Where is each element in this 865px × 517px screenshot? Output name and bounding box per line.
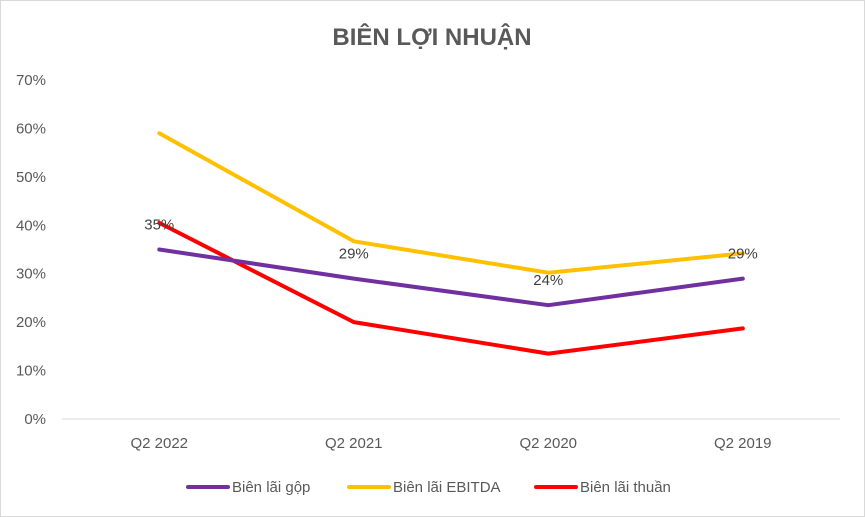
x-tick-label: Q2 2021 xyxy=(325,435,383,452)
legend-label: Biên lãi gộp xyxy=(232,479,310,496)
data-labels: 35% 29% 24% 29% xyxy=(144,217,758,290)
x-tick-label: Q2 2019 xyxy=(714,435,772,452)
legend-label: Biên lãi thuần xyxy=(580,479,671,496)
series-line-2 xyxy=(157,220,745,356)
legend: Biên lãi gộp Biên lãi EBITDA Biên lãi thuầ… xyxy=(186,479,671,496)
series-group xyxy=(157,131,745,356)
data-label: 24% xyxy=(533,272,563,289)
series-line-0 xyxy=(157,247,745,308)
legend-label: Biên lãi EBITDA xyxy=(393,479,501,496)
series-line-1 xyxy=(157,131,745,275)
data-label: 29% xyxy=(339,246,369,263)
x-tick-label: Q2 2022 xyxy=(130,435,188,452)
y-tick-label: 30% xyxy=(16,266,46,283)
y-tick-label: 20% xyxy=(16,314,46,331)
y-axis: 0% 10% 20% 30% 40% 50% 60% 70% xyxy=(16,72,46,428)
chart-title: BIÊN LỢI NHUẬN xyxy=(332,23,531,51)
y-tick-label: 60% xyxy=(16,120,46,137)
data-label: 29% xyxy=(728,246,758,263)
y-tick-label: 0% xyxy=(24,411,46,428)
y-tick-label: 40% xyxy=(16,217,46,234)
x-axis: Q2 2022 Q2 2021 Q2 2020 Q2 2019 xyxy=(62,418,840,452)
y-tick-label: 70% xyxy=(16,72,46,89)
x-tick-label: Q2 2020 xyxy=(519,435,577,452)
y-tick-label: 50% xyxy=(16,169,46,186)
data-label: 35% xyxy=(144,217,174,234)
y-tick-label: 10% xyxy=(16,363,46,380)
